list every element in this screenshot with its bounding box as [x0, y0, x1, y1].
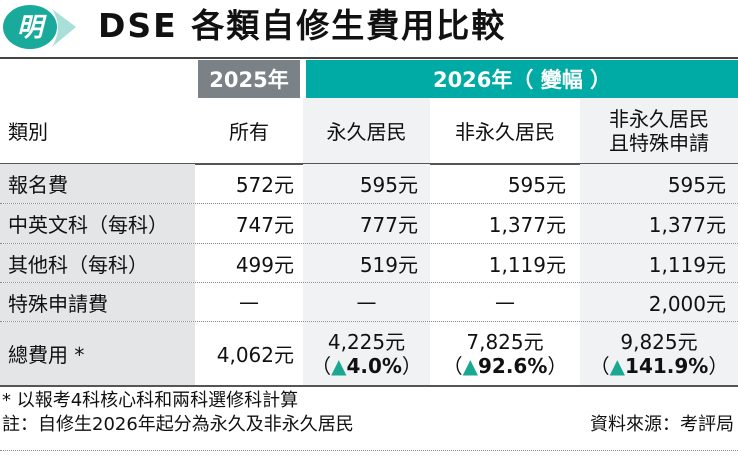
total-value: 9,825元: [620, 329, 698, 354]
footnote-calculation: * 以報考4科核心科和兩科選修科計算: [2, 390, 299, 411]
table-cell: 1,119元: [488, 252, 566, 277]
table-cell: 777元: [303, 204, 430, 243]
up-arrow-icon: ▲: [331, 353, 347, 378]
footnote-residency: 註：自修生2026年起分為永久及非永久居民: [2, 414, 354, 435]
total-2025: 4,062元: [216, 343, 294, 367]
total-cell: 9,825元 （▲141.9%）: [580, 322, 738, 385]
total-value: 7,825元: [466, 329, 544, 354]
col-special-line1: 非永久居民: [609, 106, 709, 131]
table-cell: 499元: [235, 252, 294, 277]
col-special-header: 非永久居民 且特殊申請: [580, 98, 738, 163]
table-cell: 1,377元: [580, 204, 738, 243]
table-cell: —: [239, 290, 259, 314]
table-cell: 2,000元: [580, 283, 738, 321]
table-cell: 1,377元: [488, 213, 566, 237]
ming-pao-logo-icon: 明: [3, 5, 76, 49]
category-header: 類別: [8, 120, 48, 144]
year-2026-header: 2026年（ 變幅 ）: [306, 60, 738, 98]
col-nonpermanent-header: 非永久居民: [455, 120, 555, 144]
paren-open: （: [442, 353, 463, 378]
total-cell: 4,225元 （▲4.0%）: [303, 322, 430, 385]
row-divider: [0, 203, 738, 204]
change-badge: （▲4.0%）: [311, 354, 422, 378]
change-badge: （▲92.6%）: [443, 354, 568, 378]
row-divider: [0, 321, 738, 322]
paren-close: ）: [708, 353, 729, 378]
page-title: DSE 各類自修生費用比較: [98, 6, 507, 45]
row-label: 其他科（每科）: [0, 244, 195, 282]
paren-close: ）: [547, 353, 568, 378]
source: 資料來源：考評局: [590, 414, 734, 435]
table-cell: 1,119元: [580, 244, 738, 282]
year-2025-header: 2025年: [198, 60, 300, 98]
divider: [0, 450, 738, 451]
divider: [0, 385, 738, 387]
col-all-header: 所有: [229, 120, 269, 144]
change-percent: 4.0%: [346, 353, 402, 378]
up-arrow-icon: ▲: [462, 353, 478, 378]
table-cell: 595元: [580, 164, 738, 203]
change-percent: 92.6%: [478, 353, 548, 378]
row-label: 特殊申請費: [0, 283, 195, 321]
total-value: 4,225元: [327, 329, 406, 354]
paren-open: （: [311, 353, 332, 378]
table-cell: 747元: [235, 213, 294, 237]
row-label: 中英文科（每科）: [0, 204, 195, 243]
table-cell: 572元: [235, 173, 294, 197]
svg-text:明: 明: [17, 13, 47, 43]
change-badge: （▲141.9%）: [590, 354, 729, 378]
table-cell: 595元: [507, 173, 566, 197]
row-divider: [0, 282, 738, 283]
col-special-line2: 且特殊申請: [609, 130, 709, 155]
change-percent: 141.9%: [625, 353, 709, 378]
row-label: 報名費: [0, 164, 195, 203]
table-cell: 519元: [303, 244, 430, 282]
table-cell: —: [303, 283, 430, 321]
total-cell: 7,825元 （▲92.6%）: [432, 322, 578, 385]
paren-open: （: [589, 353, 610, 378]
divider: [0, 57, 738, 59]
up-arrow-icon: ▲: [609, 353, 626, 378]
col-permanent-header: 永久居民: [303, 98, 430, 163]
paren-close: ）: [401, 353, 422, 378]
row-divider: [0, 243, 738, 244]
table-cell: 595元: [303, 164, 430, 203]
total-label: 總費用 *: [0, 322, 195, 385]
table-cell: —: [495, 290, 515, 314]
